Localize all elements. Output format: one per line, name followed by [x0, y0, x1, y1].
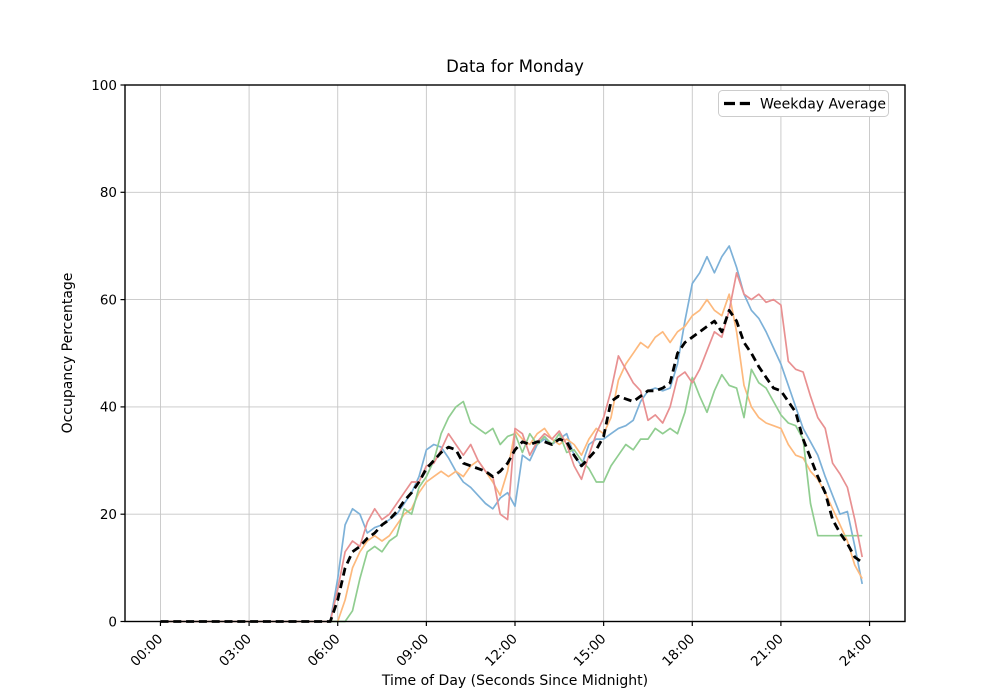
gridlines — [125, 84, 905, 622]
series-line-monday-series-1 — [160, 245, 864, 623]
legend-label: Weekday Average — [760, 97, 886, 113]
series-lines — [160, 245, 864, 623]
chart-title: Data for Monday — [446, 57, 584, 76]
x-tick-label: 12:00 — [482, 631, 521, 670]
legend-box — [718, 90, 889, 117]
x-tick-label: 06:00 — [305, 631, 344, 670]
x-axis-label: Time of Day (Seconds Since Midnight) — [381, 673, 648, 689]
y-tick-label: 60 — [100, 292, 117, 308]
x-tick-label: 18:00 — [659, 631, 698, 670]
y-tick-label: 40 — [100, 400, 117, 416]
y-tick-label: 20 — [100, 507, 117, 523]
series-line-monday-series-2 — [160, 293, 863, 623]
x-tick-label: 15:00 — [571, 631, 610, 670]
y-tick-label: 100 — [91, 78, 117, 94]
x-tick-label: 09:00 — [393, 631, 432, 670]
y-tick-label: 0 — [108, 614, 117, 630]
y-tick-label: 80 — [100, 185, 117, 201]
x-tick-label: 21:00 — [748, 631, 787, 670]
x-tick-label: 24:00 — [837, 631, 876, 670]
axis-ticks: 00:00 03:00 06:00 09:00 12:00 15:00 18:00 21:00… — [91, 78, 875, 670]
legend: Weekday Average — [718, 90, 889, 117]
x-tick-label: 03:00 — [216, 631, 255, 670]
x-tick-label: 00:00 — [127, 631, 166, 670]
y-axis-label: Occupancy Percentage — [60, 273, 76, 434]
